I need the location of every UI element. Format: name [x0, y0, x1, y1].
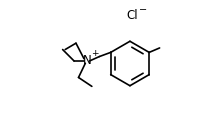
- Text: −: −: [140, 5, 147, 14]
- Text: N: N: [82, 54, 91, 67]
- Text: +: +: [91, 49, 99, 58]
- Text: Cl: Cl: [127, 9, 138, 22]
